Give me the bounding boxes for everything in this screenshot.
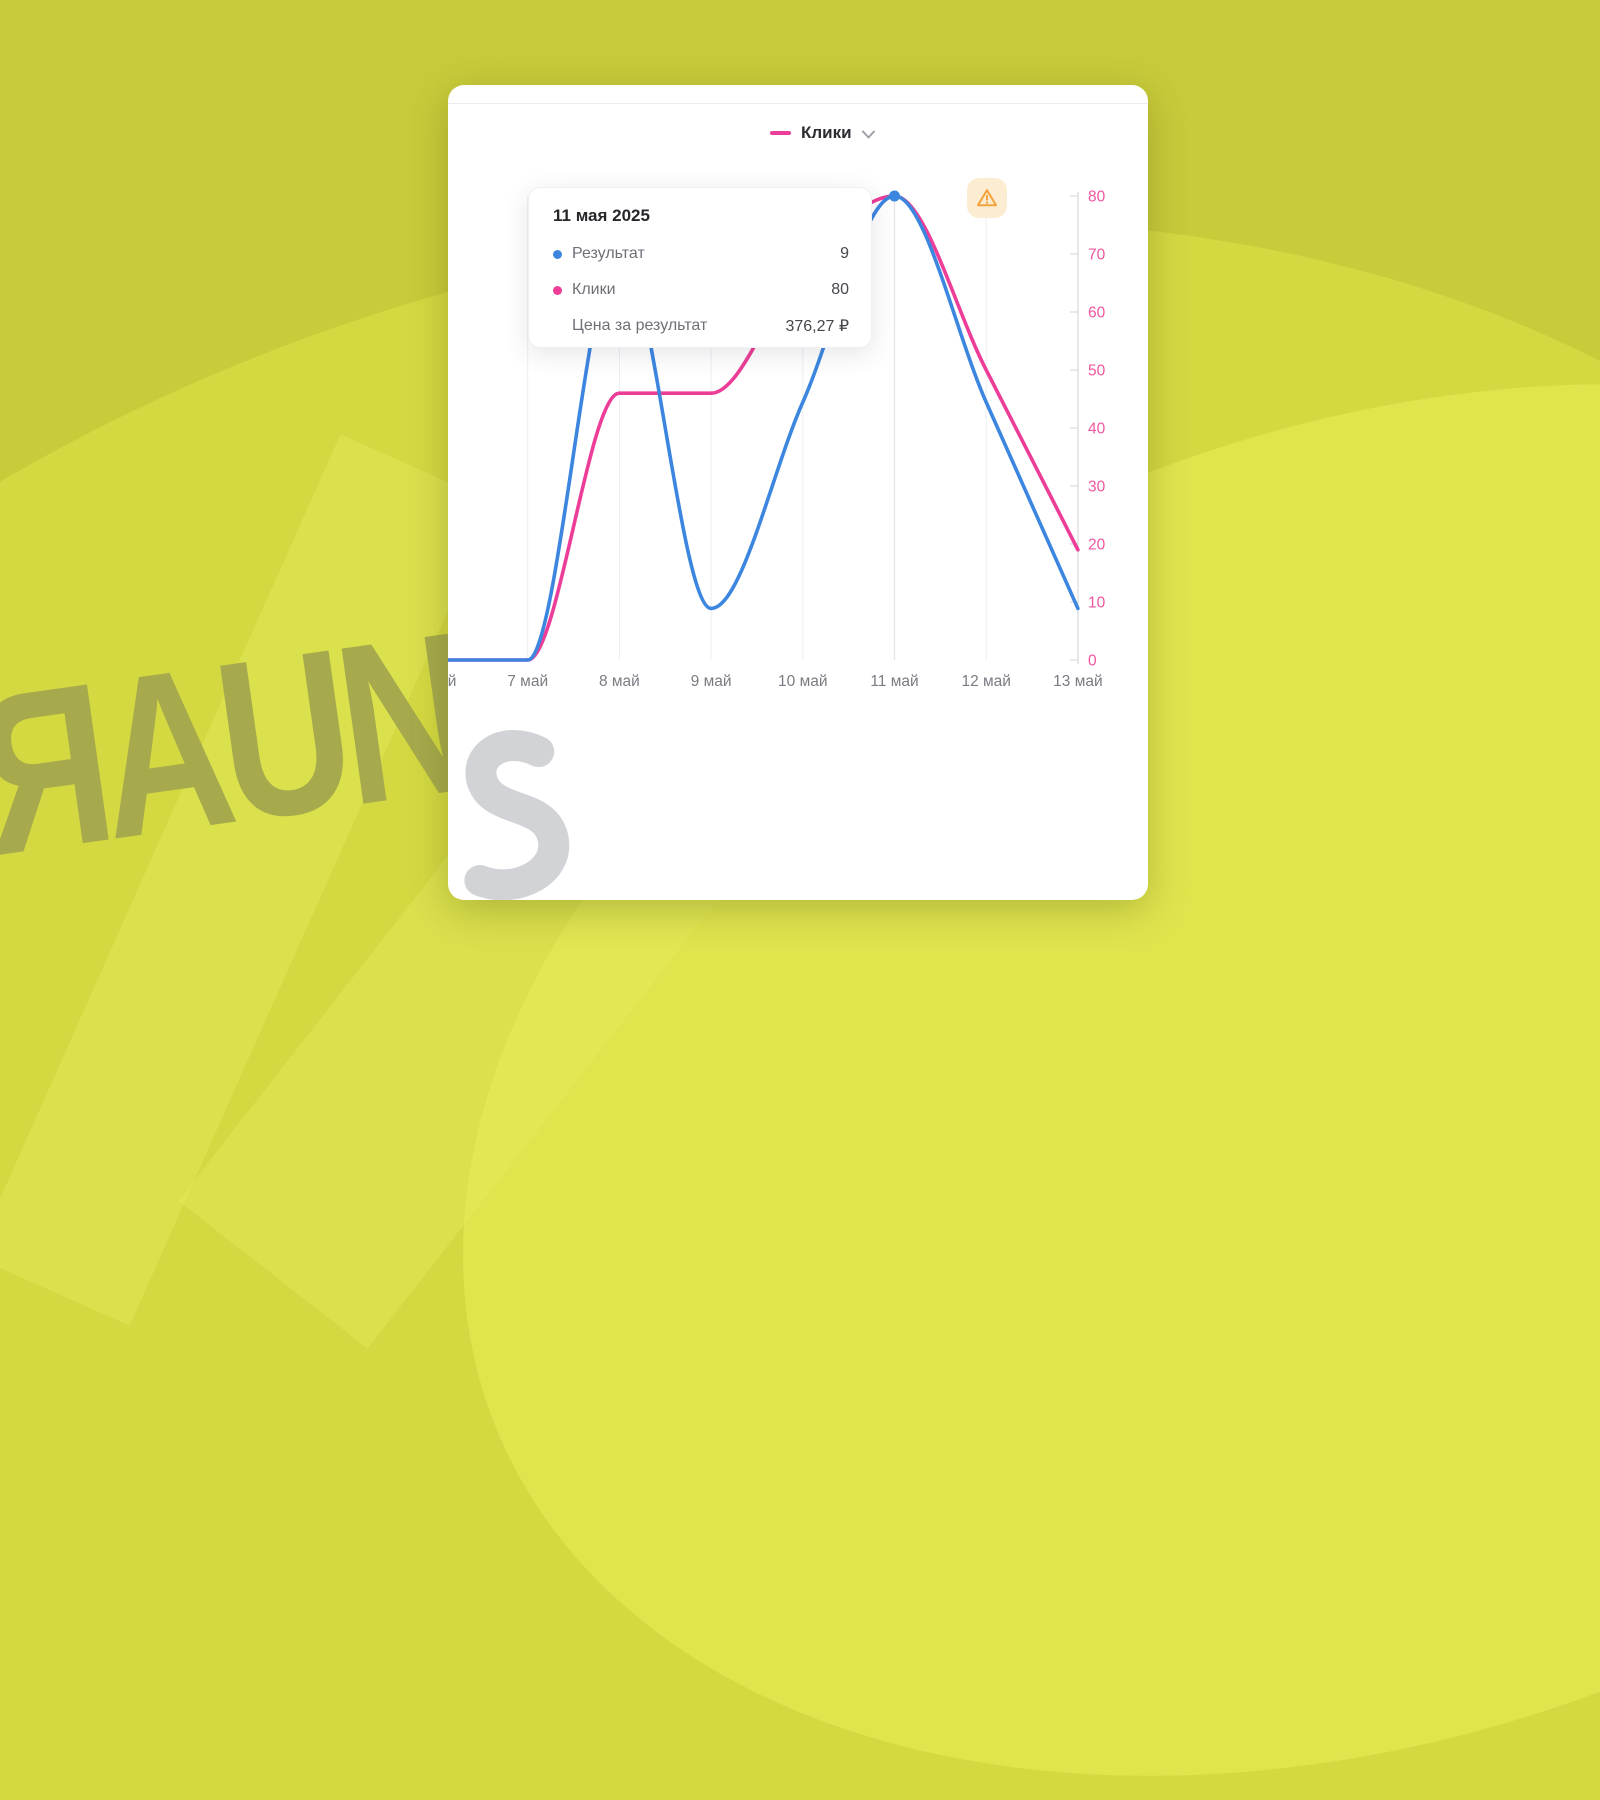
svg-text:40: 40: [1088, 421, 1106, 438]
svg-text:60: 60: [1088, 305, 1106, 322]
chart-card: Клики 0 10 20 30 40 50 60 70 80 6 май 7 май 8 май 9 …: [448, 85, 1148, 900]
svg-text:9 май: 9 май: [691, 673, 732, 690]
svg-text:11 май: 11 май: [870, 673, 918, 690]
svg-text:0: 0: [1088, 653, 1097, 670]
svg-text:20: 20: [1088, 537, 1106, 554]
svg-text:12 май: 12 май: [961, 673, 1010, 690]
svg-text:10 май: 10 май: [778, 673, 827, 690]
svg-text:10: 10: [1088, 595, 1106, 612]
svg-text:7 май: 7 май: [507, 673, 548, 690]
decorative-s-letter: [448, 719, 580, 900]
card-header-divider: [448, 103, 1148, 104]
pink-dot-icon: [553, 285, 562, 295]
tooltip-row-clicks: Клики 80: [553, 280, 849, 300]
tooltip-row-cost: Цена за результат 376,27 ₽: [572, 317, 849, 335]
svg-text:30: 30: [1088, 479, 1106, 496]
svg-text:70: 70: [1088, 247, 1106, 264]
tooltip-date: 11 мая 2025: [553, 206, 650, 225]
svg-text:50: 50: [1088, 363, 1106, 380]
line-chart-plot[interactable]: 0 10 20 30 40 50 60 70 80 6 май 7 май 8 май 9 май 10 …: [448, 85, 1148, 745]
chart-tooltip: 11 мая 2025 Результат 9 Клики 80 Цена за…: [528, 187, 872, 348]
svg-text:6 май: 6 май: [448, 673, 456, 690]
chevron-down-icon[interactable]: [861, 130, 875, 139]
svg-text:8 май: 8 май: [599, 673, 640, 690]
tooltip-row-result: Результат 9: [553, 244, 849, 264]
warning-icon[interactable]: [967, 178, 1007, 218]
svg-text:80: 80: [1088, 189, 1106, 206]
svg-text:13 май: 13 май: [1053, 673, 1102, 690]
series-selector[interactable]: Клики: [770, 123, 875, 143]
legend-label: Клики: [801, 123, 852, 142]
legend-line-swatch: [770, 131, 791, 135]
blue-dot-icon: [553, 249, 562, 259]
